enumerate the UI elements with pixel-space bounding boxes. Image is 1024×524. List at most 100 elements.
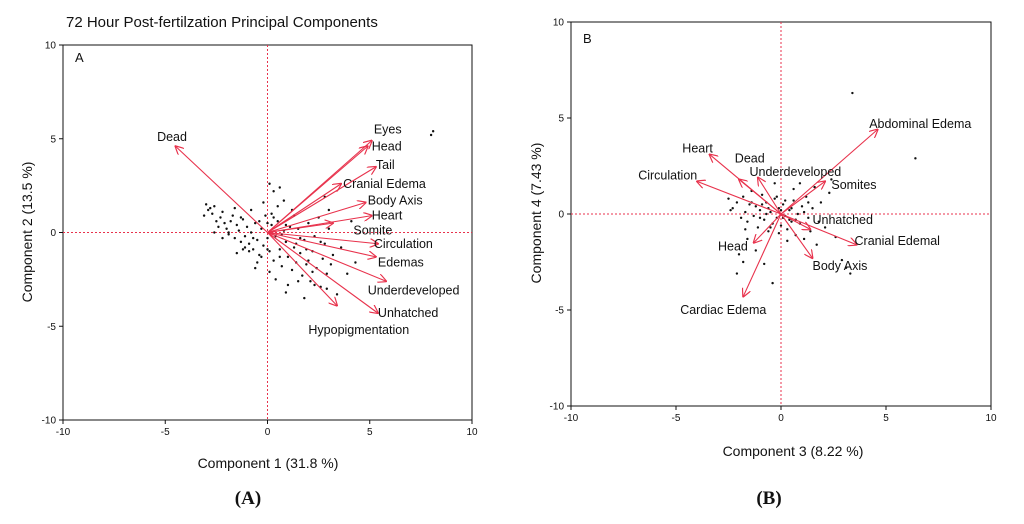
panel-b-data-point <box>786 228 789 231</box>
panel-a-data-point <box>323 242 326 245</box>
panel-b-vector-label-heart: Heart <box>682 142 713 156</box>
figure-title: 72 Hour Post-fertilzation Principal Comp… <box>66 14 378 31</box>
panel-b-ytick-label: 0 <box>558 210 564 221</box>
panel-a-data-point <box>202 214 206 217</box>
panel-b-data-point <box>840 258 844 262</box>
panel-a-vector-unhatched <box>267 232 378 314</box>
panel-b-data-point <box>765 212 768 216</box>
panel-a-vector-underdeveloped <box>267 231 387 282</box>
panel-a-data-point <box>256 238 259 242</box>
panel-a-data-point <box>278 186 281 189</box>
panel-b-data-point <box>756 226 760 229</box>
panel-b-vector-abdominal-edema <box>780 130 878 215</box>
panel-a-caption: (A) <box>235 488 261 509</box>
panel-b-vector-label-head: Head <box>718 240 748 254</box>
panel-a-xtick-label: -10 <box>56 427 71 438</box>
panel-b-data-point <box>823 226 827 229</box>
panel-a-vector-label-circulation: Circulation <box>374 237 433 251</box>
panel-a-data-point <box>225 227 228 230</box>
panel-b-xlabel: Component 3 (8.22 %) <box>723 443 864 459</box>
panel-a-data-point <box>266 221 269 225</box>
panel-b-vector-label-dead: Dead <box>735 151 765 165</box>
panel-b-vector-somites <box>780 181 825 215</box>
panel-b-vector-underdeveloped <box>758 178 782 215</box>
panel-a-data-point <box>260 227 263 230</box>
panel-b-data-point <box>802 210 806 214</box>
panel-a-data-point <box>278 248 281 251</box>
panel-b-caption: (B) <box>756 488 781 509</box>
panel-b-data-point <box>737 253 741 256</box>
panel-a-vector-label-underdeveloped: Underdeveloped <box>368 284 460 298</box>
panel-a-data-point <box>290 268 294 272</box>
panel-a-data-point <box>233 206 236 210</box>
panel-b-data-point <box>748 203 751 206</box>
panel-b-data-point <box>752 214 755 218</box>
panel-a-data-point <box>258 253 261 257</box>
panel-b-data-point <box>742 260 745 264</box>
panel-b-vector-cardiac-edema <box>743 213 782 297</box>
panel-b-data-point <box>742 195 745 198</box>
panel-a-vector-tail <box>267 167 376 233</box>
panel-a-data-point <box>254 221 257 225</box>
panel-a-data-point <box>247 250 251 253</box>
panel-b-data-point <box>758 216 762 220</box>
panel-b-data-point <box>769 210 772 214</box>
panel-b-data-point <box>746 237 749 241</box>
panel-b-xtick-label: -5 <box>672 413 681 424</box>
panel-a-data-point <box>254 266 257 270</box>
panel-a-data-point <box>268 250 271 253</box>
panel-b-data-point <box>792 187 795 191</box>
panel-a-data-point <box>284 291 288 294</box>
panel-a-data-point <box>262 244 265 247</box>
panel-b-vector-dead <box>739 179 782 215</box>
panel-b-data-point <box>802 237 806 241</box>
panel-b-data-point <box>769 226 772 229</box>
panel-a-data-point <box>339 246 343 249</box>
panel-b-xtick-label: 5 <box>883 413 889 424</box>
panel-b-data-point <box>729 208 732 212</box>
panel-a-data-point <box>335 293 339 296</box>
panel-a-data-point <box>276 220 279 223</box>
panel-b-data-point <box>735 201 739 204</box>
panel-b-data-point <box>758 208 762 212</box>
panel-a-vector-hypopigmentation <box>267 232 338 306</box>
panel-b-data-point <box>779 224 783 227</box>
panel-a-data-point <box>217 225 220 229</box>
panel-a-data-point <box>235 223 239 227</box>
panel-a-data-point <box>313 283 316 287</box>
panel-b-data-point <box>790 220 793 223</box>
panel-a-data-point <box>264 214 267 217</box>
panel-b-data-point <box>754 205 757 208</box>
panel-a-data-point <box>431 130 435 133</box>
panel-a-data-point <box>286 255 290 259</box>
panel-a-data-point <box>303 296 306 300</box>
panel-a-data-point <box>276 205 279 208</box>
panel-a-data-point <box>284 240 288 244</box>
panel-b-data-point <box>851 91 854 95</box>
panel-a-vector-label-dead: Dead <box>157 130 187 144</box>
panel-a-data-point <box>309 280 312 283</box>
panel-a-data-point <box>215 220 218 223</box>
panel-a-data-point <box>237 229 241 232</box>
panel-b-data-point <box>849 272 852 275</box>
panel-a-data-point <box>284 223 288 227</box>
panel-a-data-point <box>239 216 243 219</box>
panel-b-ylabel: Component 4 (7.43 %) <box>528 143 544 284</box>
panel-a-data-point <box>301 274 304 277</box>
panel-a-data-point <box>256 261 259 264</box>
panel-b-vector-label-cardiac-edema: Cardiac Edema <box>680 303 766 317</box>
panel-b-data-point <box>735 272 739 275</box>
panel-a-data-point <box>262 201 265 204</box>
panel-b-data-point <box>744 228 747 231</box>
panel-b-ytick-label: -5 <box>555 306 564 317</box>
panel-b-data-point <box>760 193 764 196</box>
panel-a-data-point <box>251 248 255 251</box>
panel-a-data-point <box>223 221 226 225</box>
panel-b-data-point <box>819 201 823 204</box>
panel-a-data-point <box>243 235 247 238</box>
panel-a-data-point <box>251 236 255 240</box>
panel-a-ytick-label: 0 <box>50 228 56 239</box>
panel-b-data-point <box>731 207 734 210</box>
panel-b-data-point <box>809 230 812 233</box>
panel-a-vector-label-somite: Somite <box>353 224 392 238</box>
